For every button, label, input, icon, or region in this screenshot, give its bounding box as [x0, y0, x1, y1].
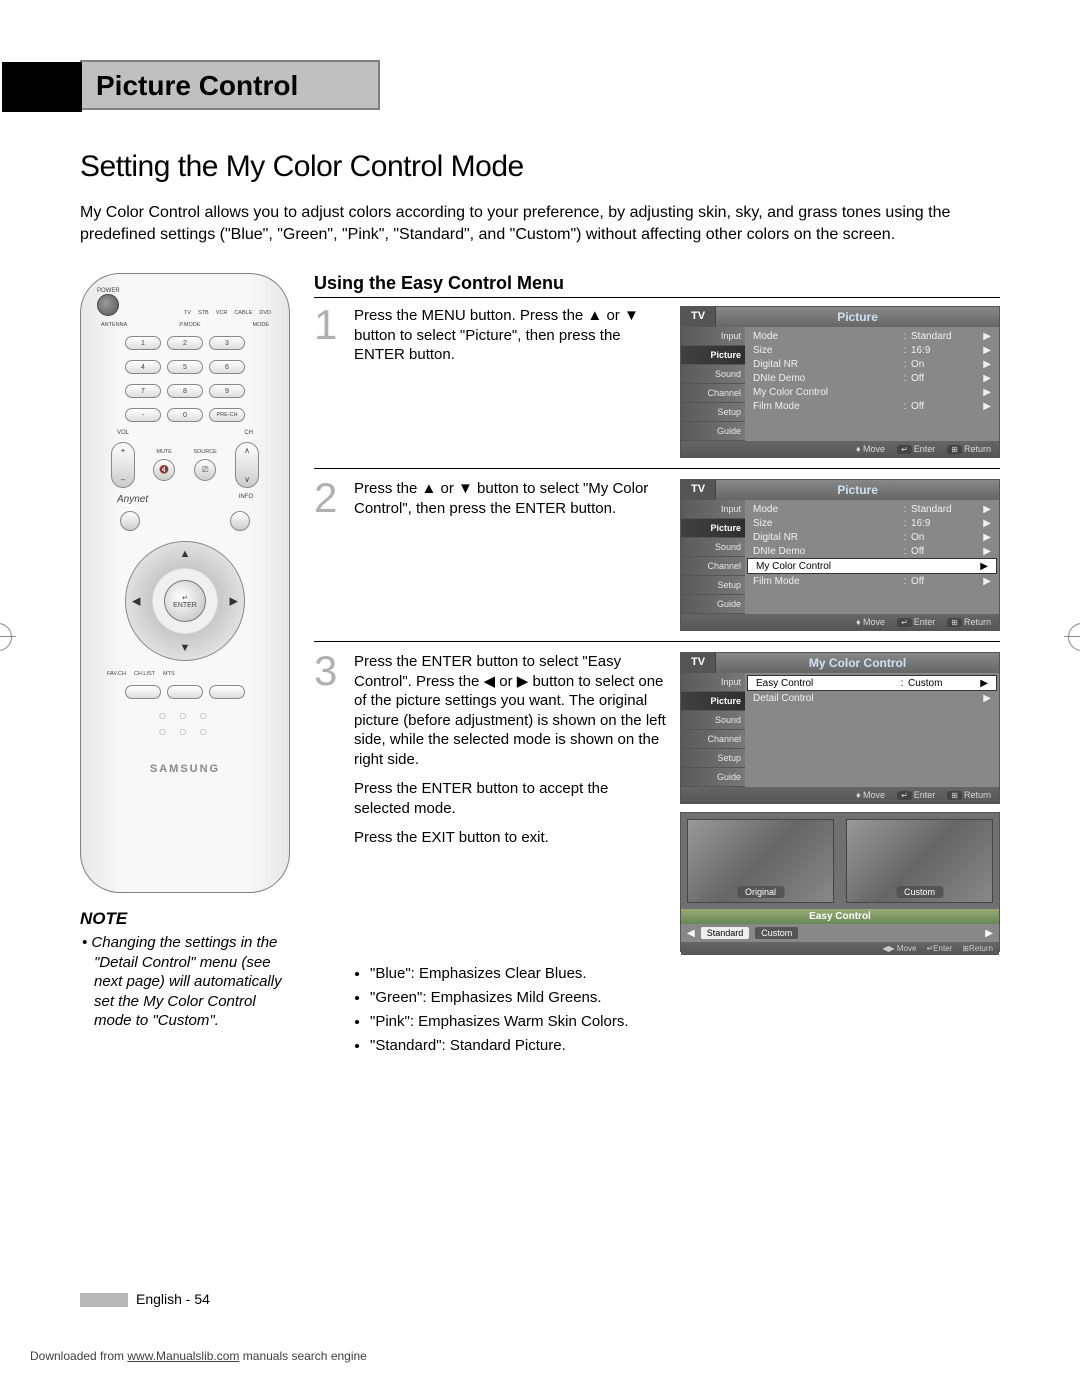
source-icon: ⎚: [194, 459, 216, 481]
vol-rocker: +–: [111, 442, 135, 488]
chapter-title: Picture Control: [82, 62, 378, 110]
info-label: INFO: [239, 494, 253, 505]
up-arrow-icon: ▲: [180, 548, 191, 560]
ch-rocker: ∧∨: [235, 442, 259, 488]
page-footer: English - 54: [80, 1291, 210, 1307]
pmode-label: P.MODE: [179, 322, 200, 328]
section-title: Setting the My Color Control Mode: [80, 150, 1000, 184]
dots-icon: ○ ○ ○○ ○ ○: [158, 707, 211, 739]
enter-button-icon: ↵ ENTER: [164, 580, 206, 622]
list-item: "Pink": Emphasizes Warm Skin Colors.: [370, 1010, 1000, 1034]
step-text: Press the ENTER button to select "Easy C…: [354, 652, 668, 858]
remote-diagram: POWER TVSTBVCRCABLEDVD ANTENNA P.MODE MO…: [80, 273, 290, 893]
antenna-label: ANTENNA: [101, 322, 127, 328]
download-note: Downloaded from www.Manualslib.com manua…: [30, 1349, 367, 1363]
list-item: "Blue": Emphasizes Clear Blues.: [370, 962, 1000, 986]
list-item: "Green": Emphasizes Mild Greens.: [370, 986, 1000, 1010]
nav-ring: ▲ ▼ ◀ ▶ ↵ ENTER: [125, 541, 245, 661]
preview-screenshot: Original Custom Easy Control ◀ Standard …: [680, 812, 1000, 952]
device-row: TVSTBVCRCABLEDVD: [182, 310, 273, 316]
manualslib-link[interactable]: www.Manualslib.com: [127, 1349, 239, 1363]
step-text: Press the ▲ or ▼ button to select "My Co…: [354, 479, 668, 518]
crop-mark-left: [0, 620, 32, 652]
anynet-label: Anynet: [117, 494, 148, 505]
power-button-icon: [97, 294, 119, 316]
osd-screenshot: TV Picture Input Picture Sound Channel S…: [680, 479, 1000, 631]
list-item: "Standard": Standard Picture.: [370, 1034, 1000, 1058]
note-heading: NOTE: [80, 909, 290, 929]
step-number: 2: [314, 479, 346, 518]
menu-button-icon: [120, 511, 140, 531]
power-label: POWER: [97, 288, 120, 294]
note-body: • Changing the settings in the "Detail C…: [80, 933, 290, 1031]
osd-screenshot: TV Picture Input Picture Sound Channel S…: [680, 306, 1000, 458]
brand-label: SAMSUNG: [150, 763, 220, 775]
section-intro: My Color Control allows you to adjust co…: [80, 202, 1000, 245]
color-mode-list: "Blue": Emphasizes Clear Blues. "Green":…: [356, 962, 1000, 1058]
exit-button-icon: [230, 511, 250, 531]
divider: [314, 468, 1000, 469]
divider: [314, 641, 1000, 642]
left-arrow-icon: ◀: [132, 595, 140, 608]
osd-screenshot: TV My Color Control Input Picture Sound …: [680, 652, 1000, 804]
crop-mark-right: [1048, 620, 1080, 652]
step-number: 1: [314, 306, 346, 365]
right-arrow-icon: ▶: [230, 595, 238, 608]
step-number: 3: [314, 652, 346, 858]
sub-heading: Using the Easy Control Menu: [314, 273, 1000, 298]
mute-icon: 🔇: [153, 459, 175, 481]
step-text: Press the MENU button. Press the ▲ or ▼ …: [354, 306, 668, 365]
chapter-header: Picture Control: [80, 60, 380, 110]
mode-label: MODE: [253, 322, 270, 328]
down-arrow-icon: ▼: [180, 642, 191, 654]
